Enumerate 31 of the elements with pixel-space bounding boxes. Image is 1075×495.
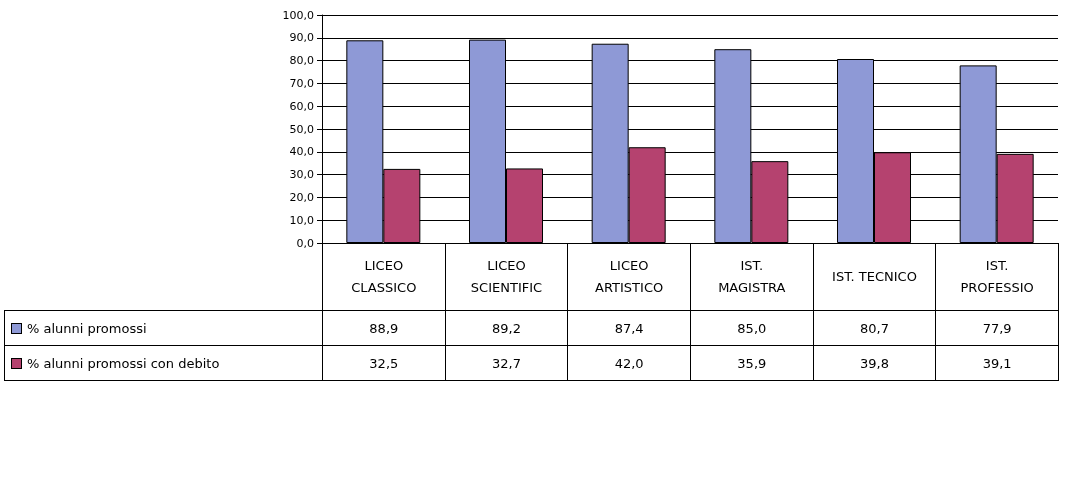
legend-label: % alunni promossi (4, 310, 323, 346)
data-label: 35,9 (690, 345, 814, 381)
data-label: 80,7 (812, 310, 937, 346)
y-tick-label: 10,0 (289, 213, 314, 227)
x-tick-label: IST. PROFESSIO (959, 257, 1035, 297)
data-label: 77,9 (935, 310, 1059, 346)
y-tick-label: 70,0 (289, 76, 314, 90)
y-tick-label: 90,0 (289, 31, 314, 45)
x-tick-label: LICEO ARTISTICO (594, 257, 665, 297)
y-tick-label: 20,0 (289, 190, 314, 204)
data-label: 39,8 (812, 345, 937, 381)
x-tick-label: LICEO SCIENTIFIC (469, 257, 544, 297)
data-label: 32,7 (444, 345, 569, 381)
y-tick-label: 0,0 (296, 236, 314, 250)
data-label: 88,9 (322, 310, 446, 346)
y-tick-label: 80,0 (289, 54, 314, 68)
y-tick-label: 40,0 (289, 145, 314, 159)
x-tick-label: LICEO CLASSICO (350, 257, 418, 297)
data-label: 32,5 (322, 345, 446, 381)
y-tick-label: 30,0 (289, 168, 314, 182)
x-tick-label: IST. TECNICO (831, 268, 918, 286)
y-tick-label: 60,0 (289, 99, 314, 113)
data-label: 39,1 (935, 345, 1059, 381)
data-label: 87,4 (567, 310, 691, 346)
data-label: 85,0 (690, 310, 814, 346)
x-tick-label: IST. MAGISTRA (717, 257, 787, 297)
legend-label: % alunni promossi con debito (4, 345, 323, 381)
data-label: 89,2 (444, 310, 569, 346)
y-tick-label: 100,0 (282, 8, 314, 22)
y-tick-label: 50,0 (289, 122, 314, 136)
data-label: 42,0 (567, 345, 691, 381)
